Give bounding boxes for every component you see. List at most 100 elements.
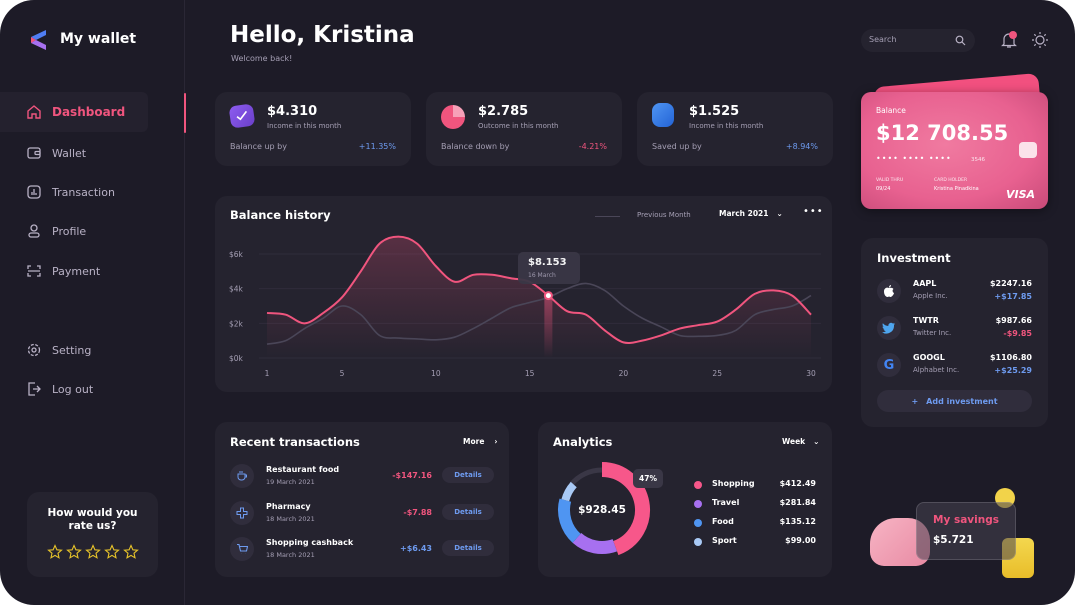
cross-icon	[230, 501, 254, 525]
stat-change: +8.94%	[785, 142, 818, 151]
x-tick-label: 5	[340, 369, 345, 378]
legend-name: Sport	[712, 536, 737, 545]
stat-card-savings: $1.525 Income in this month Saved up by +8…	[637, 92, 833, 166]
star-icon[interactable]	[85, 544, 101, 560]
star-rating[interactable]	[47, 544, 139, 560]
transaction-row[interactable]: Pharmacy 18 March 2021 -$7.88 Details	[230, 501, 494, 531]
analytics-total: $928.45	[578, 504, 626, 516]
transaction-date: 18 March 2021	[266, 515, 315, 523]
active-nav-highlight	[0, 92, 148, 132]
balance-card[interactable]: Balance $12 708.55 •••• •••• •••• 3546 V…	[861, 92, 1048, 209]
x-tick-label: 15	[525, 369, 535, 378]
analytics-period-value: Week	[782, 437, 806, 446]
investment-company: Apple Inc.	[913, 292, 948, 300]
investment-row[interactable]: AAPL Apple Inc. $2247.16 +$17.85	[877, 277, 1032, 307]
transaction-row[interactable]: Restaurant food 19 March 2021 -$147.16 D…	[230, 464, 494, 494]
donut-segment-food	[558, 498, 581, 543]
star-icon[interactable]	[123, 544, 139, 560]
card-holder-name: Kristina Pinadkina	[934, 186, 979, 192]
balance-history-chart: $0k$2k$4k$6k1 5 10 15 20 25 30	[229, 235, 821, 378]
valid-thru-label: VALID THRU	[876, 178, 904, 183]
app-name: My wallet	[60, 31, 137, 47]
stat-value: $4.310	[267, 104, 318, 119]
add-investment-label: Add investment	[926, 396, 998, 406]
period-value: March 2021	[719, 209, 769, 218]
sidebar-item-label: Wallet	[52, 146, 87, 160]
legend-name: Shopping	[712, 479, 755, 488]
analytics-card: Analytics Week ⌄ $928.45 47% Shopping $412…	[538, 422, 832, 577]
chevron-right-icon: ›	[494, 437, 498, 446]
my-savings-widget[interactable]: My savings $5.721	[916, 502, 1016, 560]
plus-icon: +	[911, 396, 919, 406]
details-button[interactable]: Details	[442, 540, 494, 556]
chevron-down-icon: ⌄	[813, 437, 820, 446]
home-icon	[27, 105, 41, 119]
search-icon[interactable]	[955, 35, 966, 46]
transaction-row[interactable]: Shopping cashback 18 March 2021 +$6.43 D…	[230, 537, 494, 567]
details-button[interactable]: Details	[442, 467, 494, 483]
legend-item-shopping: Shopping $412.49	[694, 478, 816, 492]
investment-price: $987.66	[995, 316, 1032, 325]
investment-card: Investment AAPL Apple Inc. $2247.16 +$17…	[861, 238, 1048, 427]
x-tick-label: 20	[619, 369, 629, 378]
legend-dot	[694, 538, 702, 546]
star-icon[interactable]	[47, 544, 63, 560]
transactions-title: Recent transactions	[230, 435, 360, 449]
period-dropdown[interactable]: March 2021 ⌄	[719, 209, 783, 218]
logout-icon	[28, 382, 41, 396]
x-tick-label: 1	[265, 369, 270, 378]
visa-logo: VISA	[1006, 188, 1036, 201]
y-tick-label: $4k	[229, 285, 244, 294]
investment-company: Twitter Inc.	[913, 329, 952, 337]
more-options-icon[interactable]: •••	[803, 206, 824, 217]
legend-item-travel: Travel $281.84	[694, 497, 816, 511]
stat-label: Outcome in this month	[478, 122, 559, 130]
theme-toggle-sun-icon[interactable]	[1031, 31, 1049, 49]
sidebar-item-setting[interactable]: Setting	[26, 342, 91, 358]
stat-card-income: $4.310 Income in this month Balance up by…	[215, 92, 411, 166]
legend-value: $281.84	[779, 498, 816, 507]
valid-thru-value: 09/24	[876, 186, 891, 192]
search-input[interactable]: Search	[861, 29, 975, 52]
highlight-point	[543, 291, 553, 301]
sidebar-item-logout[interactable]: Log out	[26, 381, 93, 397]
legend-dot	[694, 500, 702, 508]
sidebar-item-profile[interactable]: Profile	[26, 223, 86, 239]
sidebar-item-dashboard[interactable]: Dashboard	[26, 104, 125, 120]
apple-icon	[877, 279, 901, 303]
card-balance: $12 708.55	[876, 121, 1009, 145]
add-investment-button[interactable]: + Add investment	[877, 390, 1032, 412]
analytics-title: Analytics	[553, 435, 613, 449]
chart-tooltip: $8.153 16 March	[518, 252, 580, 284]
series-area-current	[267, 236, 811, 358]
legend-dot	[694, 481, 702, 489]
tooltip-date: 16 March	[528, 272, 556, 279]
investment-row[interactable]: TWTR Twitter Inc. $987.66 -$9.85	[877, 314, 1032, 344]
shield-check-icon	[228, 103, 256, 129]
stat-value: $1.525	[689, 104, 740, 119]
sidebar-item-payment[interactable]: Payment	[26, 263, 100, 279]
investment-change: -$9.85	[1003, 329, 1032, 338]
star-icon[interactable]	[104, 544, 120, 560]
sidebar-item-label: Setting	[52, 343, 92, 357]
details-button[interactable]: Details	[442, 504, 494, 520]
legend-item-food: Food $135.12	[694, 516, 816, 530]
chart-title: Balance history	[230, 208, 331, 222]
sidebar-item-wallet[interactable]: Wallet	[26, 145, 86, 161]
more-link[interactable]: More ›	[463, 437, 498, 446]
star-icon[interactable]	[66, 544, 82, 560]
donut-segment-travel	[572, 532, 618, 554]
recent-transactions-card: Recent transactions More › Restaurant foo…	[215, 422, 509, 577]
card-number-last: 3546	[971, 157, 985, 163]
scan-icon	[27, 265, 41, 277]
savings-amount: $5.721	[933, 534, 974, 546]
investment-row[interactable]: G GOOGL Alphabet Inc. $1106.80 +$25.29	[877, 351, 1032, 381]
notification-bell-icon[interactable]	[1000, 30, 1018, 50]
transaction-amount: -$7.88	[403, 508, 432, 517]
analytics-period-dropdown[interactable]: Week ⌄	[782, 437, 819, 446]
stat-card-outcome: $2.785 Outcome in this month Balance down…	[426, 92, 622, 166]
sidebar-item-transaction[interactable]: Transaction	[26, 184, 115, 200]
transaction-date: 18 March 2021	[266, 551, 315, 559]
transaction-amount: -$147.16	[392, 471, 432, 480]
